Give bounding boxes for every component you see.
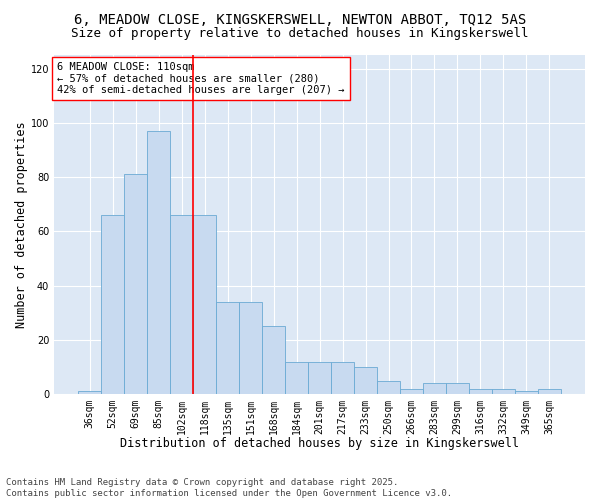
Bar	[124, 174, 147, 394]
Bar	[101, 215, 124, 394]
Bar	[423, 384, 446, 394]
Bar	[78, 392, 101, 394]
Bar	[193, 215, 216, 394]
Text: 6, MEADOW CLOSE, KINGSKERSWELL, NEWTON ABBOT, TQ12 5AS: 6, MEADOW CLOSE, KINGSKERSWELL, NEWTON A…	[74, 12, 526, 26]
Bar	[469, 388, 492, 394]
X-axis label: Distribution of detached houses by size in Kingskerswell: Distribution of detached houses by size …	[120, 437, 519, 450]
Text: Contains HM Land Registry data © Crown copyright and database right 2025.
Contai: Contains HM Land Registry data © Crown c…	[6, 478, 452, 498]
Bar	[400, 388, 423, 394]
Text: Size of property relative to detached houses in Kingskerswell: Size of property relative to detached ho…	[71, 28, 529, 40]
Bar	[515, 392, 538, 394]
Bar	[331, 362, 354, 394]
Bar	[239, 302, 262, 394]
Bar	[538, 388, 561, 394]
Bar	[446, 384, 469, 394]
Bar	[492, 388, 515, 394]
Bar	[216, 302, 239, 394]
Bar	[170, 215, 193, 394]
Bar	[285, 362, 308, 394]
Text: 6 MEADOW CLOSE: 110sqm
← 57% of detached houses are smaller (280)
42% of semi-de: 6 MEADOW CLOSE: 110sqm ← 57% of detached…	[57, 62, 344, 95]
Bar	[262, 326, 285, 394]
Bar	[147, 131, 170, 394]
Bar	[377, 380, 400, 394]
Bar	[354, 367, 377, 394]
Y-axis label: Number of detached properties: Number of detached properties	[15, 121, 28, 328]
Bar	[308, 362, 331, 394]
